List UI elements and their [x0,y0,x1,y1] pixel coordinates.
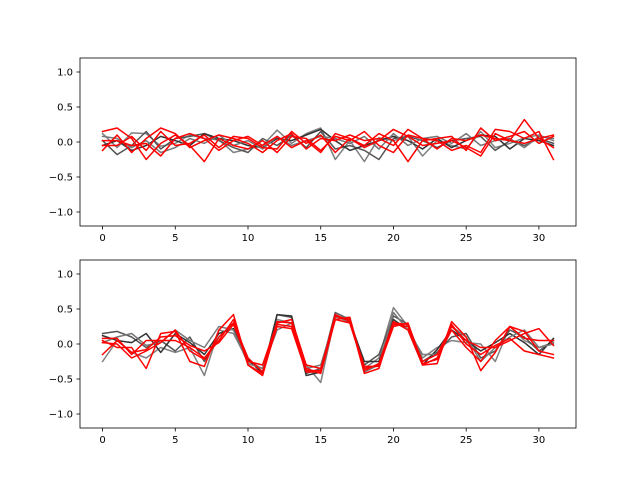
series-line-5 [101,118,555,154]
x-tick-label: 0 [99,233,105,244]
series-group [101,306,555,384]
y-tick-label: 1.0 [57,68,73,79]
x-tick-label: 10 [242,233,255,244]
top-subplot: 0 5 10 15 20 25 30 −1.0 −0.5 0.0 0.5 1.0 [49,57,577,244]
x-tick-label: 10 [242,435,255,446]
y-tick-label: 0.5 [57,305,73,316]
y-tick-label: −1.0 [49,410,73,421]
series-line-3 [101,132,555,154]
series-group [101,118,555,163]
series-line-7 [101,313,555,373]
y-tick-label: 1.0 [57,270,73,281]
x-tick-label: 5 [172,435,178,446]
y-tick-label: −0.5 [49,173,73,184]
x-tick-label: 25 [460,435,473,446]
y-tick-label: −0.5 [49,375,73,386]
x-tick-label: 25 [460,233,473,244]
x-tick-label: 30 [533,233,546,244]
series-line-7 [101,128,555,157]
y-tick-label: 0.5 [57,103,73,114]
y-tick-label: 0.0 [57,138,73,149]
x-tick-label: 0 [99,435,105,446]
bottom-subplot: 0 5 10 15 20 25 30 −1.0 −0.5 0.0 0.5 1.0 [49,259,577,446]
x-tick-label: 15 [314,233,327,244]
x-tick-label: 20 [387,233,400,244]
x-tick-label: 30 [533,435,546,446]
x-tick-label: 20 [387,435,400,446]
x-tick-label: 5 [172,233,178,244]
y-tick-label: −1.0 [49,208,73,219]
x-tick-label: 15 [314,435,327,446]
y-tick-label: 0.0 [57,340,73,351]
